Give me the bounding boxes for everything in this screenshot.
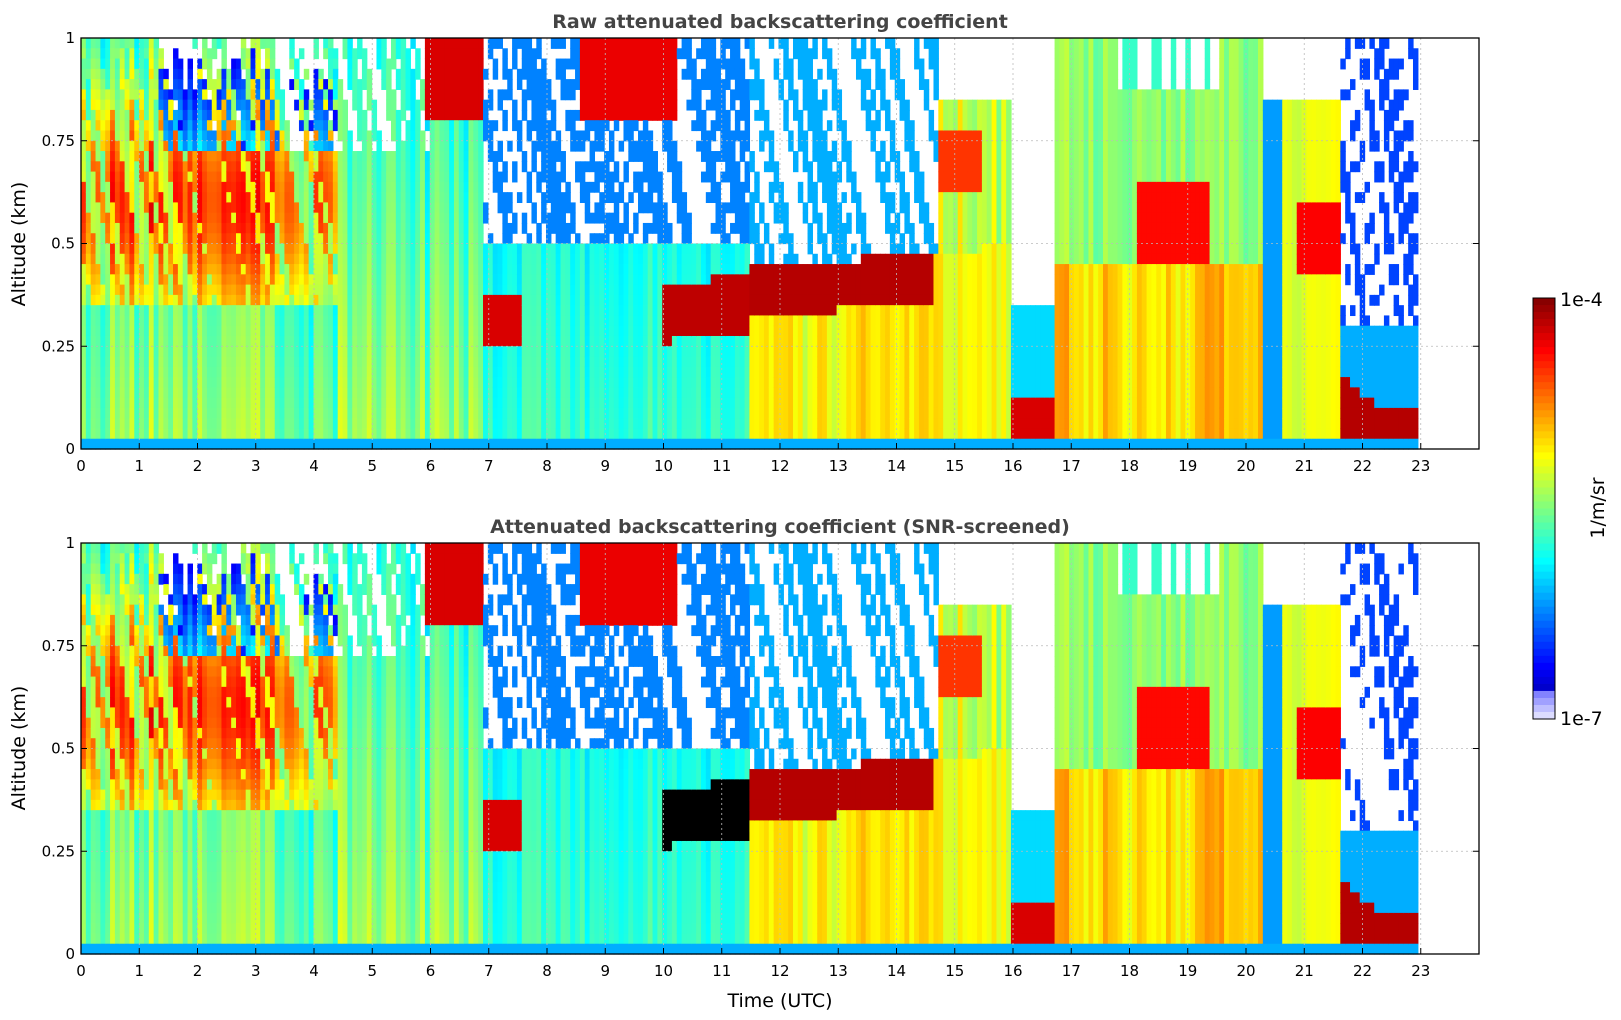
panel-1-heatmap [81,38,1419,450]
x-tick-label: 19 [1178,457,1197,475]
x-tick-label: 5 [367,457,377,475]
panel-2-grid [81,543,1479,954]
x-tick-label: 15 [945,457,964,475]
y-tick-label: 0.25 [42,337,75,355]
y-tick-label: 0.25 [42,842,75,860]
x-tick-label: 12 [770,962,789,980]
panel-1-y-ticks: 0 0.25 0.5 0.75 1 [42,29,1479,458]
x-tick-label: 1 [134,962,144,980]
x-tick-label: 23 [1411,962,1430,980]
y-tick-label: 1 [65,29,75,47]
x-tick-label: 17 [1062,962,1081,980]
x-tick-label: 15 [945,962,964,980]
x-tick-label: 6 [426,457,436,475]
x-tick-label: 13 [829,457,848,475]
y-tick-label: 0.75 [42,132,75,150]
x-tick-label: 0 [76,457,86,475]
x-tick-label: 0 [76,962,86,980]
panel-1-grid [81,38,1479,449]
colorbar-frame [1532,297,1556,720]
x-tick-label: 4 [309,962,319,980]
panel-2-y-ticks: 0 0.25 0.5 0.75 1 [42,534,1479,963]
x-tick-label: 18 [1120,962,1139,980]
panel-2-x-ticks: 0 1 2 3 4 5 6 7 8 9 10 11 12 13 14 15 16 17 18 19 20 21 22 23 [76,948,1430,980]
x-tick-label: 14 [887,457,906,475]
x-tick-label: 8 [542,457,552,475]
y-tick-label: 1 [65,534,75,552]
panel-1: 0 1 2 3 4 5 6 7 8 9 10 11 12 13 14 15 16 17 18 19 20 21 22 23 0… [42,29,1480,475]
panel-1-x-ticks: 0 1 2 3 4 5 6 7 8 9 10 11 12 13 14 15 16 17 18 19 20 21 22 23 [76,443,1430,475]
x-tick-label: 10 [654,962,673,980]
x-tick-label: 6 [426,962,436,980]
y-tick-label: 0 [65,945,75,963]
x-tick-label: 13 [829,962,848,980]
x-tick-label: 2 [193,457,203,475]
x-tick-label: 16 [1003,457,1022,475]
x-tick-label: 7 [484,962,494,980]
colorbar: 1e-4 1e-7 1/m/sr [1532,289,1609,730]
x-tick-label: 7 [484,457,494,475]
x-tick-label: 3 [251,457,261,475]
x-tick-label: 20 [1236,962,1255,980]
x-tick-label: 11 [712,962,731,980]
x-tick-label: 11 [712,457,731,475]
panel-2-y-axis-label: Altitude (km) [8,686,30,811]
panel-2: 0 1 2 3 4 5 6 7 8 9 10 11 12 13 14 15 16 17 18 19 20 21 22 23 0… [42,534,1480,980]
x-tick-label: 22 [1353,962,1372,980]
panel-2-x-axis-label: Time (UTC) [726,990,832,1012]
y-tick-label: 0.5 [51,740,75,758]
x-tick-label: 14 [887,962,906,980]
x-tick-label: 21 [1295,457,1314,475]
x-tick-label: 12 [770,457,789,475]
x-tick-label: 3 [251,962,261,980]
x-tick-label: 9 [600,962,610,980]
x-tick-label: 2 [193,962,203,980]
panel-1-title: Raw attenuated backscattering coefficien… [552,11,1008,33]
x-tick-label: 5 [367,962,377,980]
x-tick-label: 17 [1062,457,1081,475]
x-tick-label: 1 [134,457,144,475]
y-tick-label: 0.5 [51,235,75,253]
x-tick-label: 4 [309,457,319,475]
y-tick-label: 0.75 [42,637,75,655]
x-tick-label: 20 [1236,457,1255,475]
colorbar-min-label: 1e-7 [1560,708,1603,730]
x-tick-label: 21 [1295,962,1314,980]
x-tick-label: 8 [542,962,552,980]
x-tick-label: 19 [1178,962,1197,980]
x-tick-label: 9 [600,457,610,475]
x-tick-label: 10 [654,457,673,475]
panel-2-heatmap [81,543,1419,955]
colorbar-units-label: 1/m/sr [1587,477,1609,538]
y-tick-label: 0 [65,440,75,458]
x-tick-label: 22 [1353,457,1372,475]
colorbar-gradient [1533,298,1555,720]
x-tick-label: 18 [1120,457,1139,475]
x-tick-label: 23 [1411,457,1430,475]
colorbar-max-label: 1e-4 [1560,289,1603,311]
panel-1-y-axis-label: Altitude (km) [8,182,30,307]
x-tick-label: 16 [1003,962,1022,980]
panel-2-title: Attenuated backscattering coefficient (S… [490,516,1070,538]
